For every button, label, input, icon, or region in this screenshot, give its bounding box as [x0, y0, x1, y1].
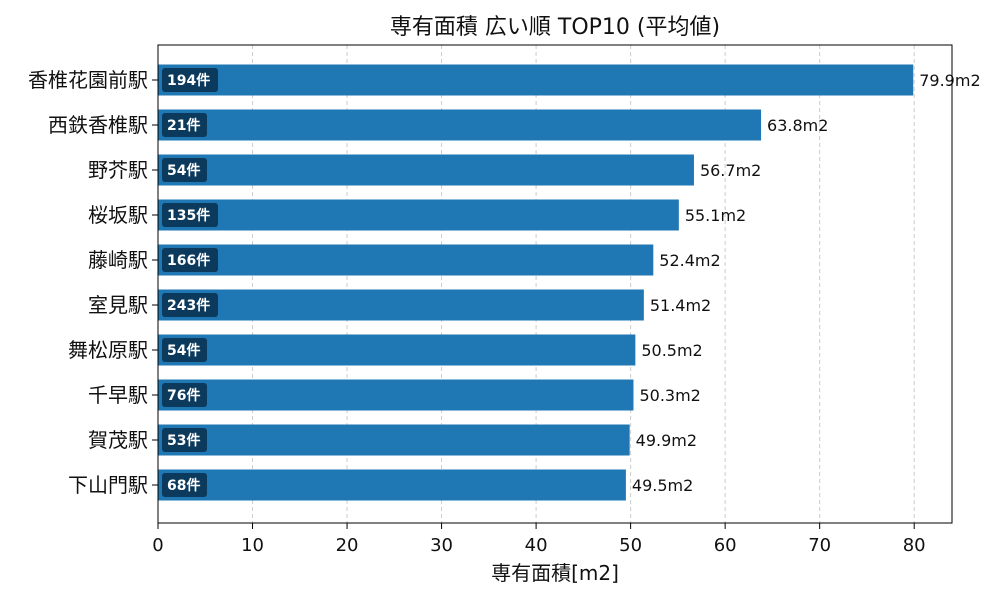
category-label: 香椎花園前駅 — [28, 68, 148, 92]
category-label: 千早駅 — [88, 383, 148, 407]
category-label: 賀茂駅 — [88, 428, 148, 452]
count-badge-label: 76件 — [167, 387, 200, 404]
chart-title: 専有面積 広い順 TOP10 (平均値) — [390, 15, 720, 40]
value-label: 49.9m2 — [636, 431, 697, 450]
count-badge-label: 68件 — [167, 477, 200, 494]
value-label: 50.5m2 — [641, 341, 702, 360]
category-label: 舞松原駅 — [68, 338, 148, 362]
count-badge — [162, 473, 207, 497]
count-badge — [162, 113, 207, 137]
bar — [158, 199, 679, 231]
x-tick-label: 80 — [903, 535, 926, 556]
value-label: 79.9m2 — [919, 71, 980, 90]
count-badge — [162, 338, 207, 362]
count-badge-label: 135件 — [167, 207, 210, 224]
value-label: 63.8m2 — [767, 116, 828, 135]
count-badge-label: 166件 — [167, 252, 210, 269]
bar — [158, 64, 914, 96]
count-badge — [162, 428, 207, 452]
x-axis-title: 専有面積[m2] — [491, 561, 619, 585]
category-label: 室見駅 — [88, 293, 148, 317]
x-tick-label: 40 — [525, 535, 548, 556]
x-axis: 0 10 20 30 40 50 60 70 80 — [152, 523, 926, 556]
value-label: 55.1m2 — [685, 206, 746, 225]
value-label: 51.4m2 — [650, 296, 711, 315]
category-label: 西鉄香椎駅 — [48, 113, 148, 137]
category-label: 下山門駅 — [68, 473, 148, 497]
bar — [158, 244, 654, 276]
count-badge-label: 21件 — [167, 117, 200, 134]
plot-frame — [157, 44, 953, 524]
bar — [158, 289, 644, 321]
count-badge-label: 194件 — [167, 72, 210, 89]
count-badge — [162, 68, 218, 92]
count-badge-label: 243件 — [167, 297, 210, 314]
category-label: 野芥駅 — [88, 158, 148, 182]
count-badge-label: 54件 — [167, 162, 200, 179]
value-label: 50.3m2 — [639, 386, 700, 405]
count-badge — [162, 158, 207, 182]
bars: 194件 79.9m2 21件 63.8m2 54件 56.7m2 135件 55.1m2 16… — [158, 64, 981, 501]
x-tick-label: 20 — [336, 535, 359, 556]
x-tick-label: 50 — [619, 535, 642, 556]
x-tick-label: 70 — [808, 535, 831, 556]
count-badge — [162, 203, 218, 227]
x-tick-label: 30 — [430, 535, 453, 556]
x-tick-label: 10 — [241, 535, 264, 556]
count-badge — [162, 383, 207, 407]
category-label: 桜坂駅 — [88, 203, 148, 227]
bar — [158, 379, 634, 411]
count-badge-label: 54件 — [167, 342, 200, 359]
category-label: 藤崎駅 — [88, 248, 148, 272]
count-badge — [162, 248, 218, 272]
x-tick-label: 60 — [714, 535, 737, 556]
value-label: 56.7m2 — [700, 161, 761, 180]
count-badge-label: 53件 — [167, 432, 200, 449]
value-label: 49.5m2 — [632, 476, 693, 495]
bar — [158, 469, 626, 501]
bar — [158, 109, 762, 141]
value-label: 52.4m2 — [659, 251, 720, 270]
bar — [158, 154, 694, 186]
bar — [158, 424, 630, 456]
count-badge — [162, 293, 218, 317]
bar — [158, 334, 636, 366]
x-tick-label: 0 — [152, 535, 163, 556]
